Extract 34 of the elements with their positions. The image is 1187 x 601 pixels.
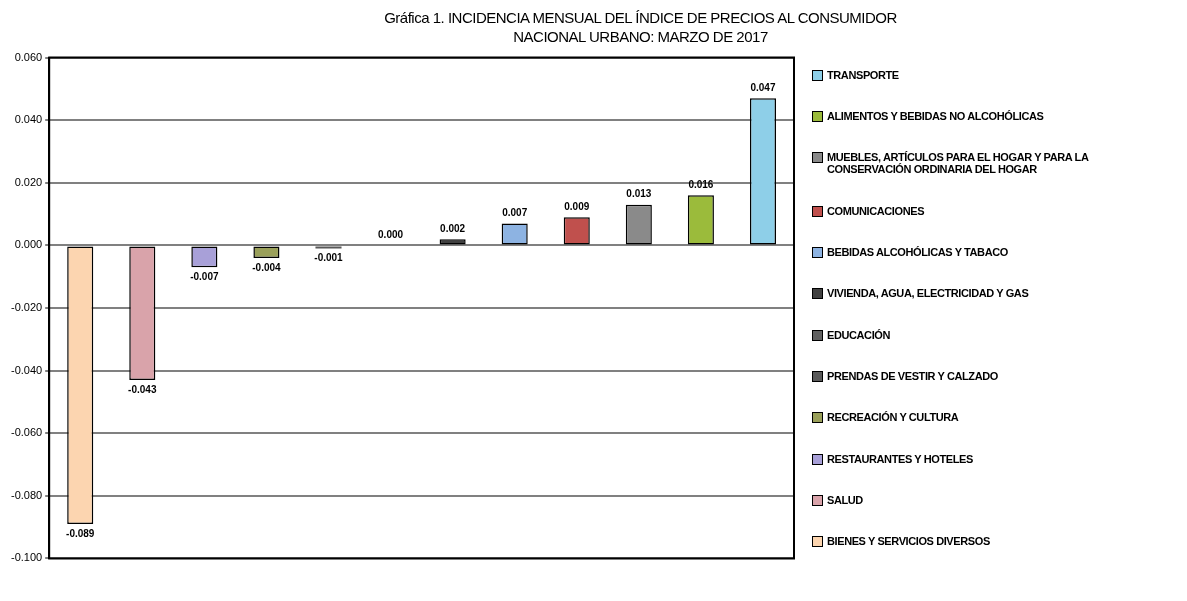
data-label: -0.007 — [190, 271, 219, 283]
legend-label: ALIMENTOS Y BEBIDAS NO ALCOHÓLICAS — [827, 109, 1044, 122]
legend-label: BIENES Y SERVICIOS DIVERSOS — [827, 535, 990, 548]
data-label: 0.009 — [564, 200, 590, 212]
data-label: 0.000 — [378, 229, 404, 241]
y-tick-label: 0.000 — [14, 238, 43, 251]
data-label: 0.002 — [440, 222, 466, 234]
data-label: 0.016 — [688, 179, 714, 191]
data-label: 0.007 — [502, 207, 528, 219]
legend-label: SALUD — [827, 493, 863, 506]
y-tick-label: 0.020 — [14, 175, 43, 188]
data-label: -0.089 — [66, 527, 95, 539]
data-label: -0.004 — [252, 261, 282, 273]
chart-title: Gráfica 1. INCIDENCIA MENSUAL DEL ÍNDICE DE PRECIOS AL CONSUMIDOR NACIONAL URBANO: MARZO DE 2017 — [383, 8, 898, 46]
data-label: -0.043 — [128, 383, 157, 395]
y-tick-label: -0.080 — [10, 488, 43, 501]
y-tick-label: -0.060 — [10, 426, 43, 439]
legend-label: RECREACIÓN Y CULTURA — [827, 411, 959, 424]
y-tick-label: 0.060 — [14, 50, 43, 63]
y-tick-label: -0.020 — [10, 301, 43, 314]
data-label: 0.013 — [626, 188, 652, 200]
data-label: -0.001 — [314, 252, 344, 264]
legend-label: PRENDAS DE VESTIR Y CALZADO — [827, 369, 998, 382]
y-tick-label: -0.040 — [10, 363, 43, 376]
legend-label: EDUCACIÓN — [827, 328, 891, 341]
legend-label: COMUNICACIONES — [827, 204, 925, 217]
legend-label: TRANSPORTE — [827, 68, 899, 81]
legend-label: RESTAURANTES Y HOTELES — [827, 452, 973, 465]
legend-label: MUEBLES, ARTÍCULOS PARA EL HOGAR Y PARA LA CONSERVACIÓN ORDINARIA DEL HOGAR — [827, 151, 1090, 176]
legend-label: BEBIDAS ALCOHÓLICAS Y TABACO — [827, 245, 1008, 258]
data-label: 0.047 — [750, 82, 776, 94]
legend-label: VIVIENDA, AGUA, ELECTRICIDAD Y GAS — [827, 287, 1029, 300]
y-tick-label: 0.040 — [14, 113, 43, 126]
y-tick-label: -0.100 — [10, 551, 43, 564]
